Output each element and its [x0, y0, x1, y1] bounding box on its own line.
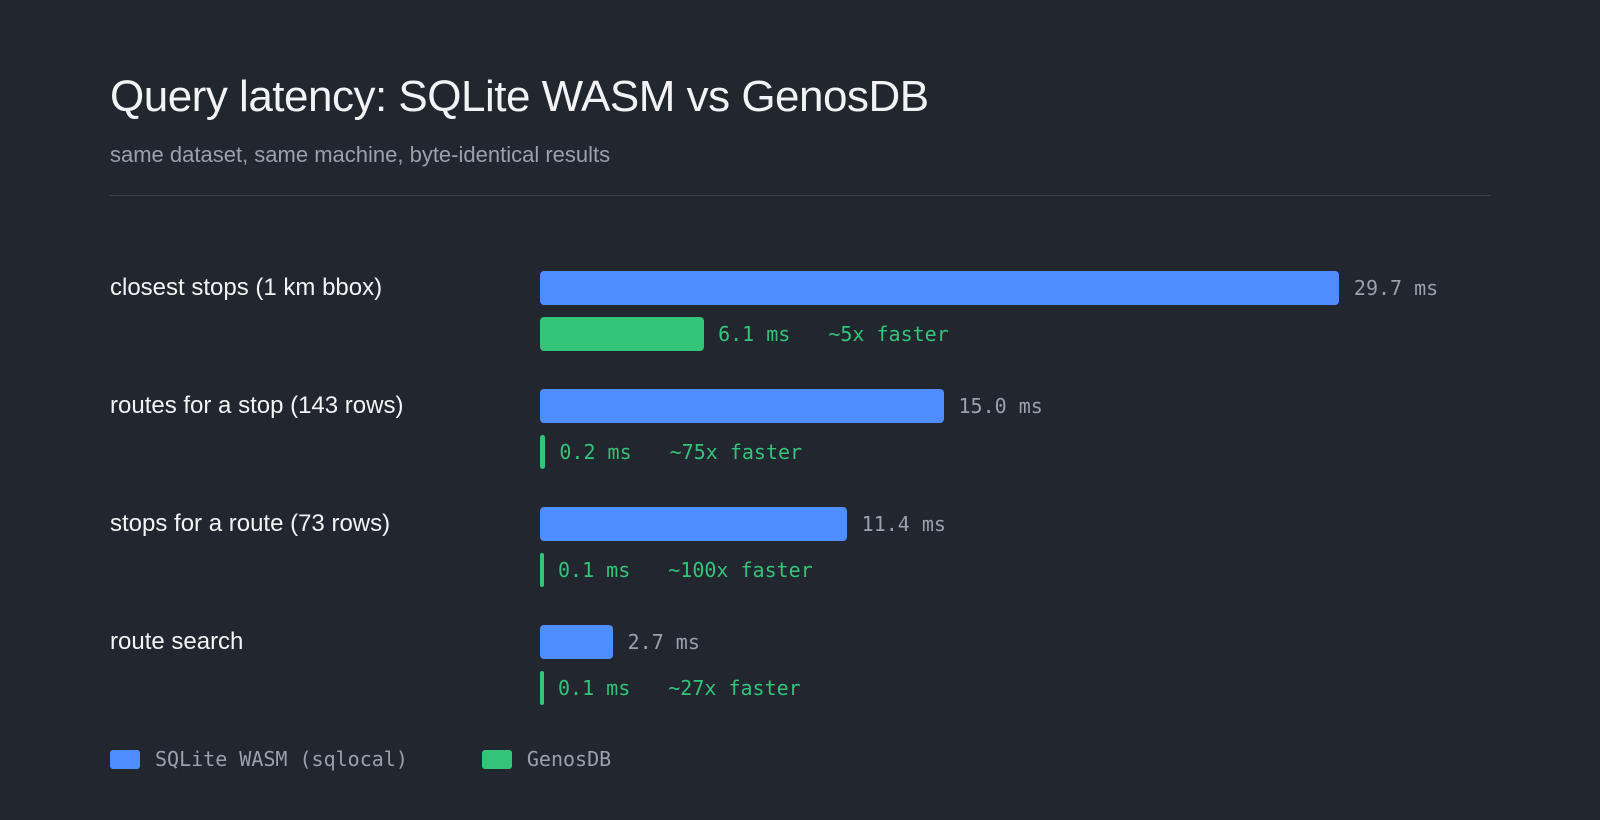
legend-swatch-genosdb — [481, 749, 512, 769]
speedup-label: ~100x faster — [668, 558, 813, 582]
legend-label-genosdb: GenosDB — [526, 747, 612, 771]
speedup-label: ~27x faster — [668, 676, 801, 700]
value-label-sqlite: 2.7 ms — [627, 630, 700, 654]
genosdb-time: 0.1 ms — [558, 676, 631, 700]
bar-sqlite — [540, 389, 944, 423]
value-label-sqlite: 15.0 ms — [958, 394, 1043, 418]
legend-label-sqlite: SQLite WASM (sqlocal) — [155, 747, 408, 771]
value-label-sqlite: 29.7 ms — [1353, 276, 1439, 300]
bar-sqlite — [540, 625, 613, 659]
legend-item-sqlite: SQLite WASM (sqlocal) — [110, 747, 408, 771]
value-label-genosdb: 6.1 ms ~5x faster — [718, 322, 949, 346]
category-label: route search — [110, 628, 244, 655]
genosdb-time: 0.2 ms — [559, 440, 632, 464]
legend: SQLite WASM (sqlocal) GenosDB — [110, 747, 685, 771]
genosdb-time: 6.1 ms — [718, 322, 791, 346]
value-label-genosdb: 0.1 ms ~27x faster — [558, 676, 801, 700]
bar-genosdb — [540, 317, 705, 351]
bar-genosdb — [540, 553, 544, 587]
category-label: routes for a stop (143 rows) — [110, 392, 404, 419]
value-label-genosdb: 0.2 ms ~75x faster — [559, 440, 802, 464]
genosdb-time: 0.1 ms — [558, 558, 631, 582]
legend-item-genosdb: GenosDB — [481, 747, 612, 771]
bar-genosdb — [540, 435, 546, 469]
category-label: closest stops (1 km bbox) — [110, 274, 383, 301]
bar-genosdb — [540, 671, 544, 705]
speedup-label: ~5x faster — [828, 322, 949, 346]
bar-sqlite — [540, 271, 1339, 305]
category-label: stops for a route (73 rows) — [110, 510, 391, 537]
value-label-genosdb: 0.1 ms ~100x faster — [558, 558, 813, 582]
value-label-sqlite: 11.4 ms — [861, 512, 946, 536]
chart-subtitle: same dataset, same machine, byte-identic… — [110, 142, 611, 167]
chart-title: Query latency: SQLite WASM vs GenosDB — [110, 72, 929, 121]
speedup-label: ~75x faster — [669, 440, 803, 464]
bar-sqlite — [540, 507, 847, 541]
header-divider — [110, 195, 1490, 196]
legend-swatch-sqlite — [110, 749, 140, 769]
